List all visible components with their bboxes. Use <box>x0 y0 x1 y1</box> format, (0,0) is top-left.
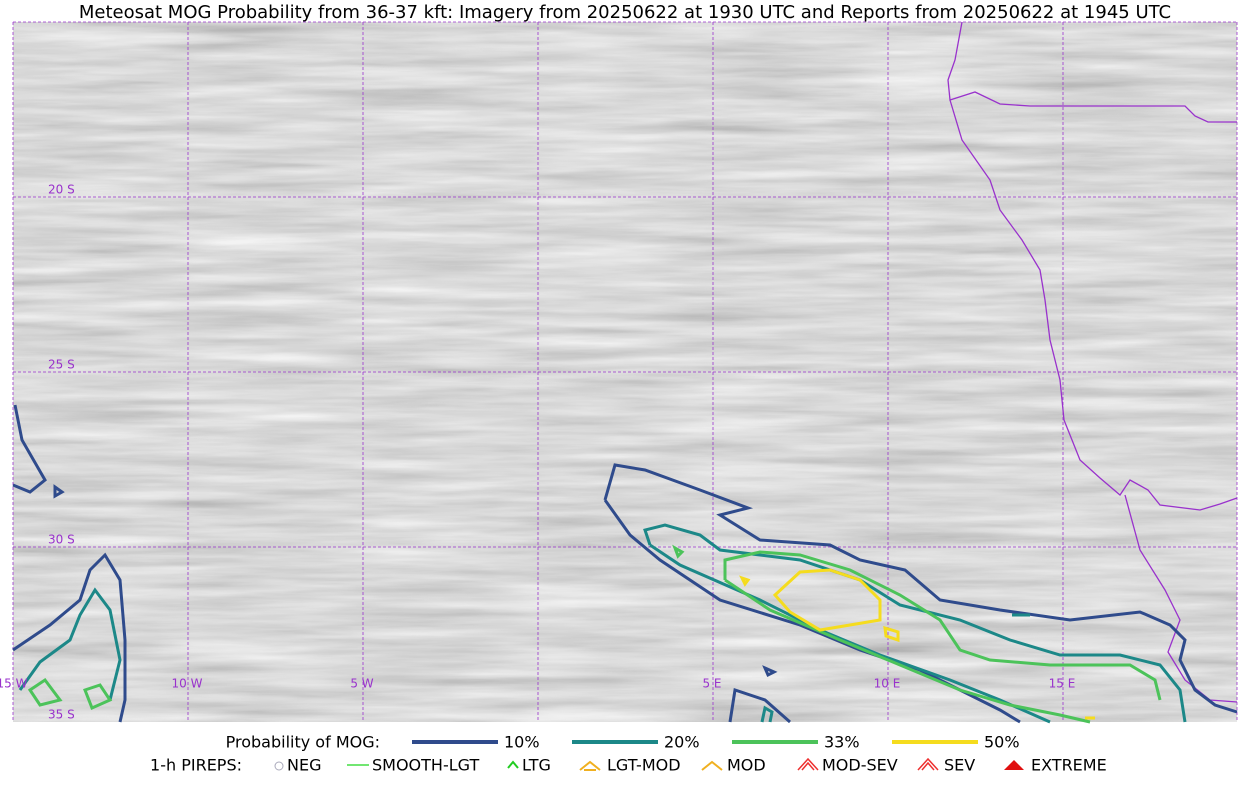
legend-label: MOD <box>727 756 766 775</box>
legend-label: SEV <box>944 756 975 775</box>
legend-label: 33% <box>824 733 860 752</box>
contour-33 <box>27 544 1162 724</box>
legend-label: 10% <box>504 733 540 752</box>
title: Meteosat MOG Probability from 36-37 kft:… <box>79 2 1171 23</box>
legend-label: EXTREME <box>1031 756 1107 775</box>
legend-label: NEG <box>287 756 321 775</box>
legend-probability: Probability of MOG: 10% 20% 33% 50% <box>226 733 1020 752</box>
legend-label: SMOOTH-LGT <box>372 756 479 775</box>
contour-20 <box>18 523 1187 724</box>
legend-label: 20% <box>664 733 700 752</box>
lat-label: 30 S <box>48 533 75 547</box>
lon-label: 5 E <box>702 677 721 691</box>
legend-symbol <box>701 760 723 771</box>
legend-label: 50% <box>984 733 1020 752</box>
lon-label: 10 W <box>172 677 203 691</box>
legend-symbol <box>797 757 819 771</box>
lon-label: 5 W <box>350 677 373 691</box>
legend-title: 1-h PIREPS: <box>150 756 242 775</box>
graticule <box>12 21 1238 722</box>
lon-label: 10 E <box>874 677 901 691</box>
contour-50 <box>739 568 1095 720</box>
legend-label: LTG <box>522 756 551 775</box>
legend-symbol <box>579 760 601 771</box>
legend-pireps: 1-h PIREPS: NEG SMOOTH-LGT LTG LGT-MOD M… <box>150 756 1107 775</box>
lat-label: 20 S <box>48 183 75 197</box>
lon-label: 15 W <box>0 677 28 691</box>
legend-symbol <box>507 760 519 769</box>
legend-symbol <box>1004 760 1024 770</box>
grid-line <box>12 21 1238 722</box>
lat-label: 25 S <box>48 358 75 372</box>
contour-10 <box>12 404 1238 724</box>
legend-symbol <box>274 761 284 771</box>
legend-label: LGT-MOD <box>607 756 681 775</box>
legend-label: MOD-SEV <box>822 756 898 775</box>
lat-label: 35 S <box>48 708 75 722</box>
legend-title: Probability of MOG: <box>226 733 380 752</box>
lon-label: 15 E <box>1049 677 1076 691</box>
legend-symbol <box>917 757 939 771</box>
